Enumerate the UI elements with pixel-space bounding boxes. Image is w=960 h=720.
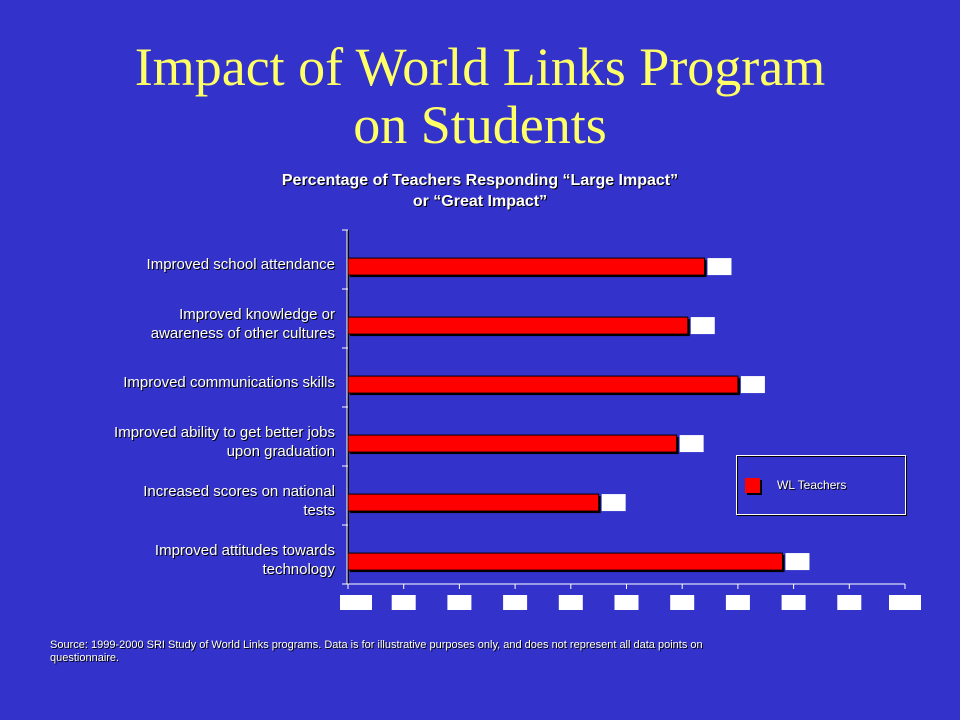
chart-title-line2: or “Great Impact”: [412, 193, 548, 210]
chart-title-line1: Percentage of Teachers Responding “Large…: [281, 172, 679, 189]
bar: [347, 434, 678, 453]
category-label: Improved attitudes towards technology: [35, 541, 335, 579]
category-label: Improved ability to get better jobs upon …: [35, 423, 335, 461]
slide-title-line1: Impact of World Links Program: [134, 37, 826, 97]
x-tick-label-box: [837, 595, 862, 610]
x-tick-label-box: [781, 595, 806, 610]
category-label-line: Improved school attendance: [146, 256, 335, 274]
category-label-line: tests: [303, 501, 335, 519]
x-tick-label-box: [614, 595, 639, 610]
category-label-line: Improved communications skills: [123, 374, 335, 392]
source-line2: questionnaire.: [50, 652, 120, 664]
bar-value-label-box: [740, 376, 765, 394]
bar-value-label-box: [785, 553, 810, 571]
category-label-line: technology: [262, 560, 335, 578]
bar: [347, 552, 783, 571]
bar: [347, 257, 705, 276]
slide-title-line2: on Students: [353, 95, 607, 155]
slide-title: Impact of World Links Program on Student…: [0, 38, 960, 154]
legend-swatch-wl-teachers: [745, 478, 760, 493]
category-label-line: Improved ability to get better jobs: [114, 423, 335, 441]
bar: [347, 493, 600, 512]
category-label: Increased scores on national tests: [35, 482, 335, 520]
category-label: Improved knowledge or awareness of other …: [35, 305, 335, 343]
legend: WL Teachers: [736, 455, 906, 515]
bar-value-label-box: [707, 258, 732, 276]
x-tick-label-box: [889, 595, 921, 610]
bar: [347, 316, 689, 335]
category-label-line: Increased scores on national: [143, 482, 335, 500]
x-tick-label-box: [670, 595, 695, 610]
x-tick-label-box: [503, 595, 528, 610]
category-label-line: awareness of other cultures: [150, 324, 335, 342]
bar-value-label-box: [601, 494, 626, 512]
bar-value-label-box: [690, 317, 715, 335]
category-label: Improved communications skills: [35, 373, 335, 392]
category-label-line: Improved attitudes towards: [154, 541, 335, 559]
source-line1: Source: 1999-2000 SRI Study of World Lin…: [50, 639, 703, 651]
x-tick-label-box: [447, 595, 472, 610]
x-tick-label-box: [340, 595, 372, 610]
category-label-line: upon graduation: [226, 442, 335, 460]
chart-title: Percentage of Teachers Responding “Large…: [240, 170, 720, 212]
legend-label-wl-teachers: WL Teachers: [777, 478, 847, 492]
x-tick-label-box: [558, 595, 583, 610]
bar: [347, 375, 739, 394]
x-tick-label-box: [391, 595, 416, 610]
bar-value-label-box: [679, 435, 704, 453]
x-tick-label-box: [725, 595, 750, 610]
source-note: Source: 1999-2000 SRI Study of World Lin…: [50, 639, 810, 665]
category-label-line: Improved knowledge or: [179, 305, 335, 323]
category-label: Improved school attendance: [35, 255, 335, 274]
